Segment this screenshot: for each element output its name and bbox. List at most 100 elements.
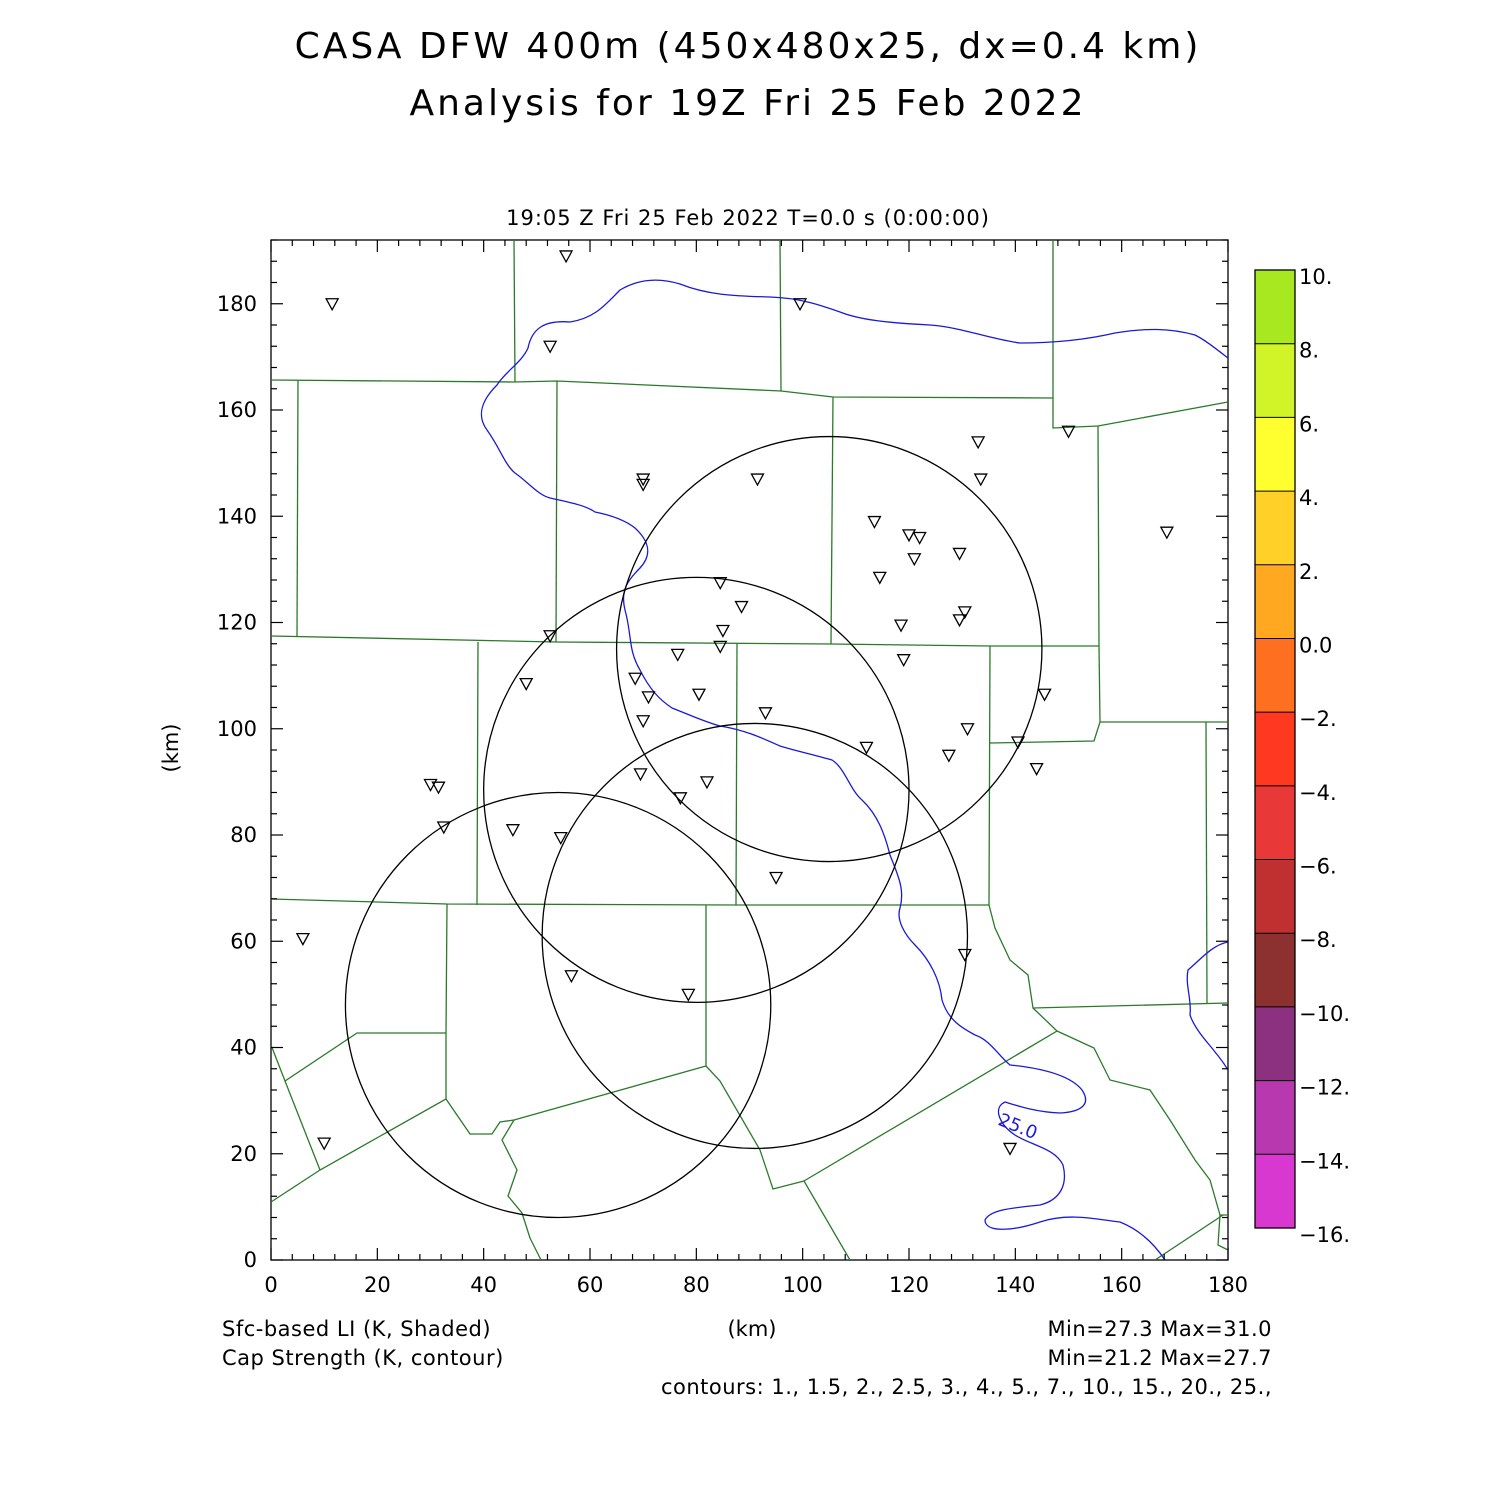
x-tick-label: 180 [1208, 1273, 1248, 1297]
station-marker [715, 624, 731, 638]
x-tick-label: 120 [889, 1273, 929, 1297]
title-line-1: CASA DFW 400m (450x480x25, dx=0.4 km) [295, 26, 1202, 67]
contour-line [480, 279, 1228, 1260]
radar-ring-3 [541, 722, 969, 1150]
colorbar-swatch [1255, 638, 1295, 713]
county-line [284, 1080, 321, 1171]
plot-subtitle: 19:05 Z Fri 25 Feb 2022 T=0.0 s (0:00:00… [506, 206, 990, 230]
x-tick-label: 100 [783, 1273, 823, 1297]
county-line [1205, 721, 1208, 1004]
station-marker [960, 723, 975, 737]
colorbar-label: 0.0 [1299, 633, 1332, 657]
x-tick-label: 80 [683, 1273, 710, 1297]
colorbar-swatch [1255, 1154, 1295, 1228]
colorbar-swatch [1255, 564, 1295, 639]
station-marker [553, 832, 568, 846]
station-marker [867, 515, 882, 529]
station-marker [713, 640, 728, 654]
county-line [705, 1065, 851, 1260]
colorbar-swatch [1255, 417, 1295, 492]
colorbar-label: −16. [1299, 1223, 1350, 1247]
station-marker [1010, 736, 1026, 750]
station-marker [973, 473, 988, 487]
y-axis-label: (km) [159, 723, 183, 772]
x-axis-label: (km) [727, 1317, 776, 1341]
county-line [271, 1033, 447, 1203]
colorbar: 10. 8. 6. 4. 2. 0.0 −2. −4. −6. −8. −10. −12. −14. −1… [1254, 265, 1350, 1247]
county-line [271, 379, 1054, 399]
footer-minmax-shaded: Min=27.3 Max=31.0 [1047, 1317, 1272, 1341]
map-area: 25.0 [271, 240, 1228, 1260]
station-marker [505, 824, 521, 838]
y-tick-label: 140 [217, 504, 257, 528]
county-line [1154, 1214, 1224, 1260]
colorbar-swatch [1255, 270, 1295, 344]
station-marker [295, 932, 310, 946]
station-marker [758, 707, 773, 721]
county-line [989, 645, 1101, 744]
colorbar-label: −10. [1299, 1002, 1350, 1026]
colorbar-label: −12. [1299, 1076, 1350, 1100]
county-line [476, 641, 479, 906]
station-marker [941, 749, 956, 763]
station-marker [1029, 762, 1044, 776]
colorbar-label: 6. [1299, 412, 1319, 436]
station-marker [543, 630, 558, 644]
colorbar-swatch [1255, 859, 1295, 934]
colorbar-label: −8. [1299, 928, 1337, 952]
station-marker [436, 821, 451, 835]
footer-contour-field: Cap Strength (K, contour) [222, 1346, 504, 1370]
station-marker [792, 298, 808, 312]
colorbar-swatch [1255, 712, 1295, 786]
y-tick-label: 180 [217, 292, 257, 316]
station-marker [1061, 425, 1076, 439]
station-marker [641, 691, 656, 705]
colorbar-label: 4. [1299, 486, 1319, 510]
station-marker [699, 776, 715, 790]
station-marker [325, 298, 340, 312]
station-marker [893, 619, 909, 633]
y-tick-label: 0 [244, 1248, 257, 1272]
station-marker [952, 614, 967, 628]
y-tick-label: 60 [230, 929, 257, 953]
footer-minmax-contour: Min=21.2 Max=27.7 [1047, 1346, 1272, 1370]
x-tick-label: 0 [264, 1273, 277, 1297]
station-marker [558, 250, 574, 264]
county-line [1052, 398, 1228, 429]
station-marker [859, 741, 874, 755]
station-marker [896, 654, 911, 668]
county-line [1056, 1030, 1228, 1216]
station-marker [691, 688, 707, 702]
colorbar-label: −6. [1299, 855, 1337, 879]
y-tick-label: 40 [230, 1036, 257, 1060]
county-line [830, 396, 834, 645]
county-line [501, 1119, 542, 1260]
station-marker [872, 571, 887, 585]
contour-line [1186, 941, 1228, 1071]
y-tick-label: 80 [230, 823, 257, 847]
station-marker [957, 606, 972, 620]
station-marker [957, 948, 972, 962]
county-line [296, 379, 299, 637]
y-tick-label: 100 [217, 717, 257, 741]
county-line [1217, 1214, 1228, 1251]
station-marker [673, 792, 688, 806]
county-line [988, 645, 991, 906]
colorbar-label: 8. [1299, 339, 1319, 363]
footer-contour-levels: contours: 1., 1.5, 2., 2.5, 3., 4., 5., … [661, 1375, 1272, 1399]
x-tick-label: 60 [577, 1273, 604, 1297]
county-line [271, 898, 989, 906]
station-marker [636, 478, 651, 492]
county-line [779, 240, 782, 392]
county-line [1097, 425, 1100, 647]
county-line [271, 903, 448, 1082]
colorbar-label: −4. [1299, 781, 1337, 805]
colorbar-swatch [1255, 785, 1295, 860]
station-markers [295, 250, 1174, 1156]
station-marker [1002, 1142, 1018, 1156]
station-marker [670, 648, 685, 662]
colorbar-label: −14. [1299, 1149, 1350, 1173]
colorbar-label: 2. [1299, 560, 1319, 584]
station-marker [734, 600, 749, 614]
